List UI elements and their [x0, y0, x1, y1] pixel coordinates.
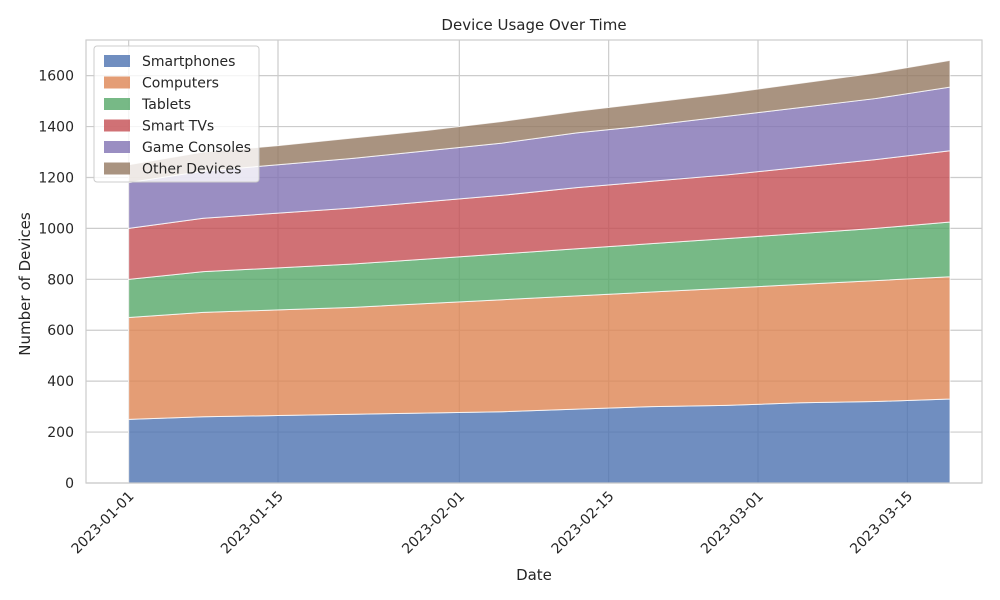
legend-label: Other Devices — [142, 162, 241, 178]
y-axis-label: Number of Devices — [16, 212, 34, 356]
y-tick-label: 600 — [47, 323, 74, 339]
legend-box — [93, 45, 260, 183]
legend: Smartphones Computers Tablets Smart TVs Game… — [93, 45, 260, 183]
legend-swatch — [104, 76, 130, 89]
y-axis-ticks: 0 200 400 600 800 1000 1200 1400 1600 — [38, 69, 74, 492]
y-tick-label: 200 — [47, 425, 74, 441]
legend-label: Game Consoles — [142, 140, 251, 156]
y-tick-label: 1400 — [38, 120, 74, 136]
x-axis-ticks: 2023-01-01 2023-01-15 2023-02-01 2023-02-15… — [69, 489, 917, 558]
y-tick-label: 1000 — [38, 221, 74, 237]
x-tick-label: 2023-02-15 — [549, 489, 618, 558]
legend-label: Smart TVs — [142, 119, 214, 135]
chart-title: Device Usage Over Time — [441, 16, 626, 34]
x-tick-label: 2023-03-15 — [847, 489, 916, 558]
plot-border — [85, 39, 983, 484]
legend-label: Tablets — [141, 97, 191, 113]
plot-area — [128, 59, 951, 484]
y-tick-label: 1600 — [38, 69, 74, 85]
legend-swatch — [104, 55, 130, 67]
x-tick-label: 2023-01-15 — [218, 489, 287, 558]
y-tick-label: 0 — [65, 476, 74, 492]
area-other-devices — [128, 59, 951, 184]
legend-swatch — [104, 141, 130, 153]
legend-swatch — [104, 162, 130, 175]
x-tick-label: 2023-02-01 — [399, 489, 468, 558]
y-tick-label: 1200 — [38, 170, 74, 186]
legend-label: Computers — [142, 76, 219, 92]
legend-label: Smartphones — [142, 54, 235, 70]
legend-swatch — [104, 98, 130, 110]
x-axis-label: Date — [516, 566, 552, 584]
y-tick-label: 800 — [47, 272, 74, 288]
legend-swatch — [104, 119, 130, 132]
y-tick-label: 400 — [47, 374, 74, 390]
plot-frame — [85, 39, 983, 484]
x-tick-label: 2023-03-01 — [698, 489, 767, 558]
x-tick-label: 2023-01-01 — [69, 489, 138, 558]
